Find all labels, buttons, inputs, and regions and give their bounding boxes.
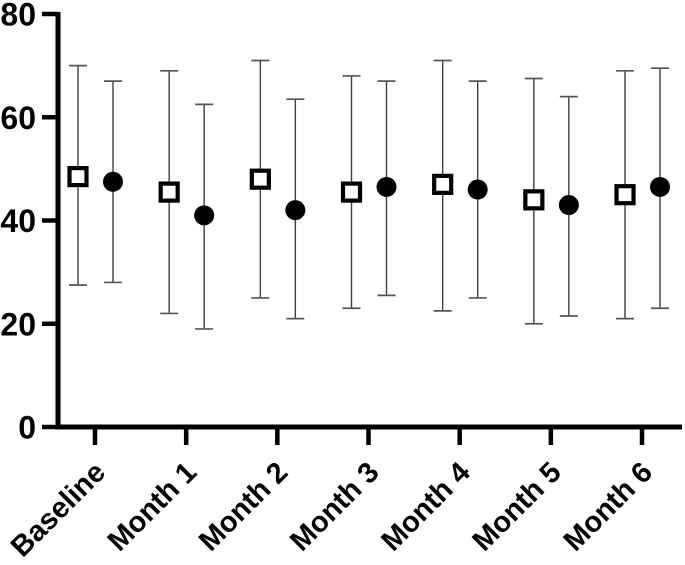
x-tick-label-month-3: Month 3 — [284, 456, 385, 557]
filled-circle-marker-icon — [285, 200, 306, 221]
x-tick-label-month-4: Month 4 — [375, 456, 476, 557]
errorbar-filled-circle-baseline — [103, 80, 123, 284]
filled-circle-marker-icon — [558, 195, 579, 216]
errorbar-filled-circle-month-3 — [376, 80, 397, 297]
errorbar-filled-circle-month-2 — [285, 98, 306, 320]
filled-circle-marker-icon — [103, 171, 123, 192]
open-square-marker-icon — [432, 173, 454, 195]
open-square-marker-icon — [249, 168, 271, 190]
open-square-marker-icon — [67, 166, 89, 188]
filled-circle-series — [103, 67, 671, 330]
errorbar-open-square-month-3 — [340, 75, 363, 310]
errorbar-open-square-month-4 — [432, 59, 454, 312]
x-tick-label-month-2: Month 2 — [193, 456, 294, 557]
y-tick-label-80: 80 — [0, 0, 36, 33]
y-tick-label-40: 40 — [0, 203, 36, 239]
filled-circle-marker-icon — [650, 176, 671, 197]
open-square-series — [67, 59, 636, 325]
open-square-marker-icon — [158, 181, 180, 203]
errorbar-open-square-baseline — [67, 64, 89, 286]
filled-circle-marker-icon — [376, 176, 397, 197]
y-tick-label-0: 0 — [18, 410, 36, 446]
errorbar-open-square-month-2 — [249, 59, 271, 299]
y-tick-label-60: 60 — [0, 100, 36, 136]
errorbar-filled-circle-month-5 — [558, 95, 579, 317]
x-tick-label-month-1: Month 1 — [102, 456, 203, 557]
errorbar-open-square-month-1 — [158, 69, 180, 315]
open-square-marker-icon — [523, 189, 545, 211]
x-tick-label-month-6: Month 6 — [558, 456, 659, 557]
errorbar-filled-circle-month-1 — [194, 103, 215, 330]
errorbar-open-square-month-5 — [523, 77, 545, 325]
filled-circle-marker-icon — [467, 179, 488, 200]
errorbar-open-square-month-6 — [614, 69, 636, 320]
errorbar-filled-circle-month-4 — [467, 80, 488, 299]
x-tick-label-baseline: Baseline — [5, 456, 112, 563]
filled-circle-marker-icon — [194, 205, 215, 226]
errorbar-filled-circle-month-6 — [650, 67, 671, 310]
open-square-marker-icon — [614, 184, 636, 206]
x-tick-label-month-5: Month 5 — [467, 456, 568, 557]
y-tick-label-20: 20 — [0, 306, 36, 342]
open-square-marker-icon — [340, 181, 363, 203]
